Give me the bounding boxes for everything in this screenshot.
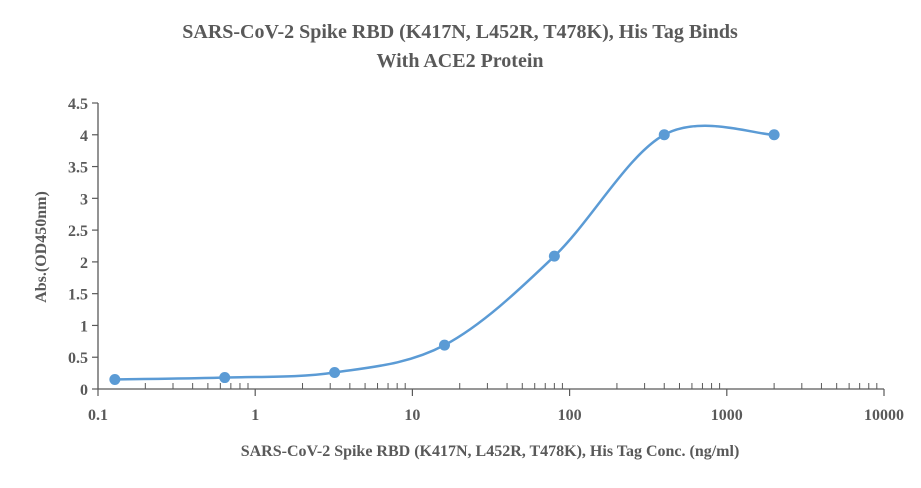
x-tick-label: 1000 <box>711 407 743 424</box>
chart-title-line2: With ACE2 Protein <box>376 50 543 72</box>
data-point <box>109 373 121 385</box>
chart-title-line1: SARS-CoV-2 Spike RBD (K417N, L452R, T478… <box>182 21 738 43</box>
data-point <box>438 339 450 351</box>
data-point <box>548 250 560 262</box>
y-tick-label: 2.5 <box>68 223 88 240</box>
y-axis-label: Abs.(OD450nm) <box>33 191 50 303</box>
y-tick-label: 4 <box>80 128 88 145</box>
axes <box>97 103 884 390</box>
y-tick-label: 0.5 <box>68 350 88 367</box>
data-point <box>219 372 231 384</box>
data-point <box>329 366 341 378</box>
data-point <box>768 129 780 141</box>
y-tick-label: 0 <box>80 382 88 399</box>
x-tick-label: 100 <box>558 407 582 424</box>
y-tick-label: 4.5 <box>68 96 88 113</box>
plot-area <box>109 124 780 385</box>
y-tick-label: 1 <box>80 318 88 335</box>
y-tick-label: 1.5 <box>68 287 88 304</box>
x-axis-label: SARS-CoV-2 Spike RBD (K417N, L452R, T478… <box>241 443 740 460</box>
x-tick-label: 0.1 <box>88 407 108 424</box>
x-tick-label: 1 <box>251 407 259 424</box>
data-point <box>658 129 670 141</box>
y-tick-label: 3.5 <box>68 160 88 177</box>
y-tick-label: 3 <box>80 191 88 208</box>
x-tick-label: 10 <box>404 407 420 424</box>
y-tick-label: 2 <box>80 255 88 272</box>
x-tick-label: 10000 <box>864 407 904 424</box>
x-axis-ticks: 0.1 1 10 100 1000 10000 <box>88 383 904 424</box>
y-axis-ticks: 0 0.5 1 1.5 2 2.5 3 3.5 4 4.5 <box>68 96 98 399</box>
